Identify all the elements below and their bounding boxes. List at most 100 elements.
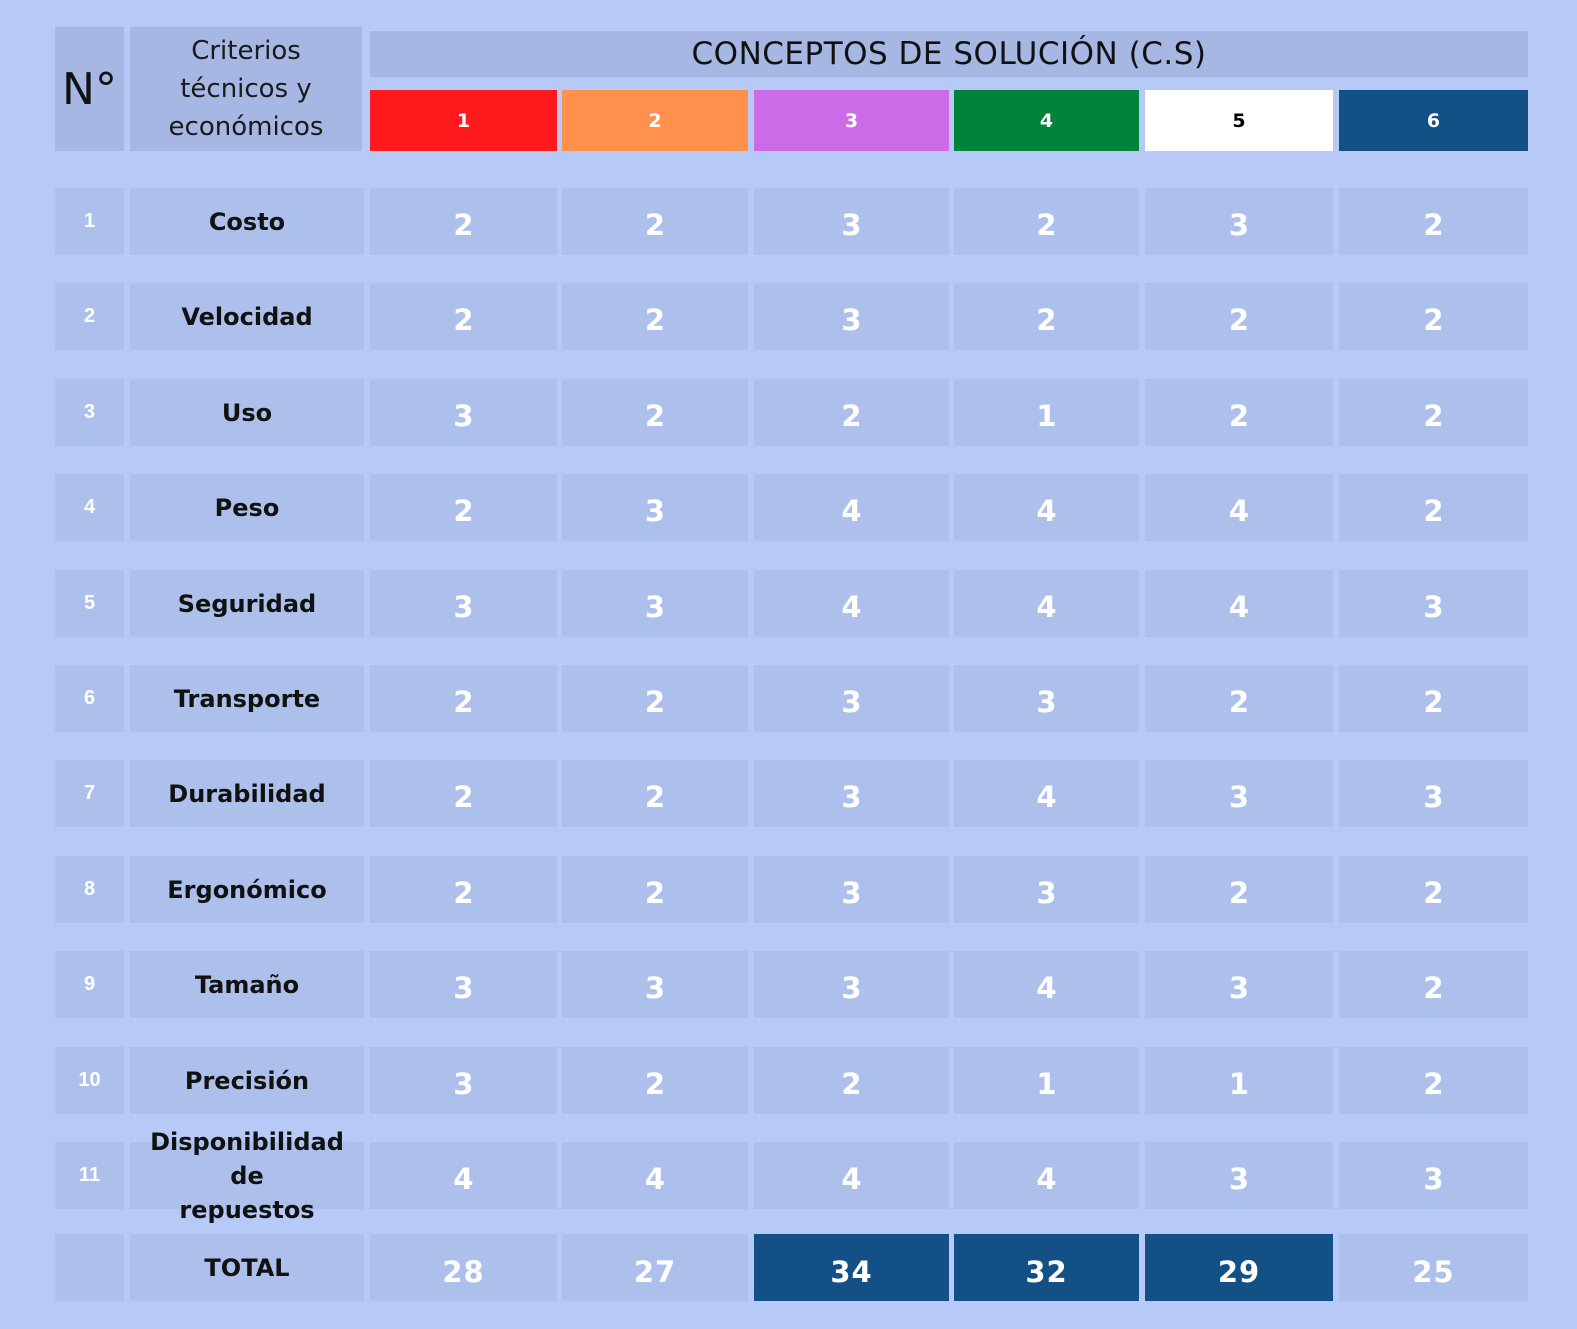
score-cell: 3 xyxy=(754,283,949,350)
row-number: 6 xyxy=(55,665,124,732)
criterion-label-line: repuestos xyxy=(179,1195,315,1224)
score-cell: 2 xyxy=(370,474,557,541)
score-cell: 2 xyxy=(562,856,748,923)
score-cell: 4 xyxy=(754,1142,949,1209)
score-cell: 3 xyxy=(754,665,949,732)
score-cell: 2 xyxy=(1339,283,1528,350)
score-cell: 1 xyxy=(954,1047,1139,1114)
row-number: 1 xyxy=(55,188,124,255)
score-cell: 3 xyxy=(1339,570,1528,637)
row-number: 9 xyxy=(55,951,124,1018)
criteria-header-line: económicos xyxy=(168,112,324,142)
number-header: N° xyxy=(55,27,124,151)
criterion-label: Durabilidad xyxy=(130,760,364,827)
score-cell: 3 xyxy=(370,379,557,446)
criterion-label: Velocidad xyxy=(130,283,364,350)
criterion-label: Peso xyxy=(130,474,364,541)
score-cell: 2 xyxy=(562,283,748,350)
row-number: 2 xyxy=(55,283,124,350)
score-cell: 4 xyxy=(370,1142,557,1209)
score-cell: 2 xyxy=(754,379,949,446)
total-value: 27 xyxy=(562,1234,748,1301)
score-cell: 1 xyxy=(1145,1047,1333,1114)
total-value: 25 xyxy=(1339,1234,1528,1301)
total-number-blank xyxy=(55,1234,124,1301)
score-cell: 4 xyxy=(954,760,1139,827)
score-cell: 3 xyxy=(754,951,949,1018)
score-cell: 3 xyxy=(1339,760,1528,827)
score-cell: 3 xyxy=(754,760,949,827)
score-cell: 2 xyxy=(1339,379,1528,446)
score-cell: 2 xyxy=(370,665,557,732)
score-cell: 3 xyxy=(754,188,949,255)
score-cell: 3 xyxy=(562,951,748,1018)
total-value: 29 xyxy=(1145,1234,1333,1301)
criterion-label: Transporte xyxy=(130,665,364,732)
score-cell: 3 xyxy=(754,856,949,923)
score-cell: 2 xyxy=(562,665,748,732)
total-label: TOTAL xyxy=(130,1234,364,1301)
criterion-label-line: Disponibilidad de xyxy=(150,1127,344,1190)
score-cell: 2 xyxy=(1145,665,1333,732)
row-number: 3 xyxy=(55,379,124,446)
score-cell: 1 xyxy=(954,379,1139,446)
score-cell: 4 xyxy=(754,474,949,541)
concept-header-4: 4 xyxy=(954,90,1139,151)
row-number: 11 xyxy=(55,1142,124,1209)
score-cell: 3 xyxy=(562,474,748,541)
score-cell: 4 xyxy=(562,1142,748,1209)
score-cell: 2 xyxy=(954,283,1139,350)
score-cell: 3 xyxy=(1145,188,1333,255)
row-number: 5 xyxy=(55,570,124,637)
score-cell: 2 xyxy=(1339,856,1528,923)
total-value: 28 xyxy=(370,1234,557,1301)
criterion-label: Disponibilidad de repuestos xyxy=(130,1128,364,1224)
criterion-label: Uso xyxy=(130,379,364,446)
concepts-title: CONCEPTOS DE SOLUCIÓN (C.S) xyxy=(370,31,1528,77)
score-cell: 4 xyxy=(954,570,1139,637)
score-cell: 4 xyxy=(1145,570,1333,637)
total-value: 32 xyxy=(954,1234,1139,1301)
score-cell: 4 xyxy=(954,474,1139,541)
row-number: 4 xyxy=(55,474,124,541)
criteria-header-line: técnicos y xyxy=(180,74,312,104)
concept-header-3: 3 xyxy=(754,90,949,151)
score-cell: 2 xyxy=(1339,665,1528,732)
score-cell: 2 xyxy=(562,188,748,255)
criterion-label: Ergonómico xyxy=(130,856,364,923)
score-cell: 3 xyxy=(562,570,748,637)
concept-header-1: 1 xyxy=(370,90,557,151)
total-value: 34 xyxy=(754,1234,949,1301)
score-cell: 2 xyxy=(1145,379,1333,446)
score-cell: 3 xyxy=(954,665,1139,732)
score-cell: 3 xyxy=(370,570,557,637)
row-number: 7 xyxy=(55,760,124,827)
concept-header-5: 5 xyxy=(1145,90,1333,151)
score-cell: 2 xyxy=(562,1047,748,1114)
score-cell: 2 xyxy=(370,856,557,923)
score-cell: 2 xyxy=(370,760,557,827)
score-cell: 2 xyxy=(370,283,557,350)
score-cell: 2 xyxy=(562,760,748,827)
score-cell: 2 xyxy=(1145,856,1333,923)
concept-header-2: 2 xyxy=(562,90,748,151)
score-cell: 2 xyxy=(1339,951,1528,1018)
score-cell: 2 xyxy=(562,379,748,446)
score-cell: 2 xyxy=(1339,1047,1528,1114)
score-cell: 3 xyxy=(1145,951,1333,1018)
criterion-label: Seguridad xyxy=(130,570,364,637)
score-cell: 2 xyxy=(1339,474,1528,541)
score-cell: 4 xyxy=(954,1142,1139,1209)
row-number: 8 xyxy=(55,856,124,923)
score-cell: 2 xyxy=(954,188,1139,255)
row-number: 10 xyxy=(55,1047,124,1114)
score-cell: 2 xyxy=(1145,283,1333,350)
score-cell: 4 xyxy=(754,570,949,637)
criteria-header-line: Criterios xyxy=(191,36,301,66)
criteria-header: Criterios técnicos y económicos xyxy=(130,27,362,151)
score-cell: 2 xyxy=(1339,188,1528,255)
criterion-label: Precisión xyxy=(130,1047,364,1114)
score-cell: 3 xyxy=(370,1047,557,1114)
score-cell: 4 xyxy=(1145,474,1333,541)
score-cell: 3 xyxy=(370,951,557,1018)
